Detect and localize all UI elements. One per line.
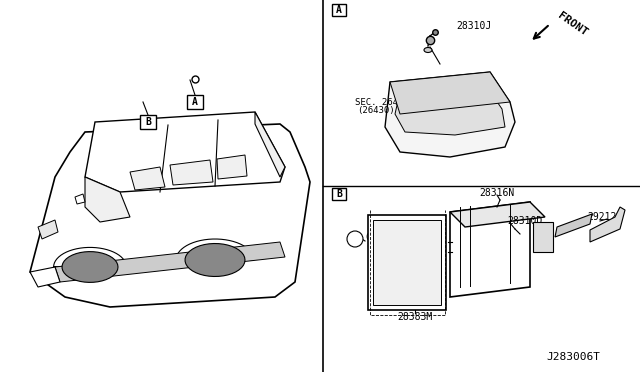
Polygon shape [30,267,60,287]
Polygon shape [176,239,254,260]
Text: 28383M: 28383M [397,312,433,322]
Polygon shape [38,220,58,239]
Polygon shape [217,155,247,179]
Polygon shape [85,177,130,222]
Polygon shape [30,124,310,307]
Polygon shape [255,112,285,177]
Text: SEC. 264: SEC. 264 [355,97,398,106]
Text: FRONT: FRONT [556,10,589,38]
Polygon shape [450,202,530,297]
Text: 28310J: 28310J [456,21,492,31]
Bar [533,222,553,252]
Text: A: A [192,97,198,107]
Text: B: B [336,189,342,199]
Polygon shape [85,112,285,192]
Polygon shape [62,251,118,282]
Polygon shape [130,167,165,190]
Text: J283006T: J283006T [546,352,600,362]
Polygon shape [185,244,245,276]
Text: (26430): (26430) [357,106,395,115]
Bar [373,220,441,305]
Bar [332,4,346,16]
Text: A: A [336,5,342,15]
Polygon shape [54,247,127,267]
Polygon shape [55,242,285,282]
Text: S: S [353,234,358,244]
Bar [187,95,203,109]
Polygon shape [385,72,515,157]
Polygon shape [75,194,85,204]
Text: 28316N: 28316N [479,188,515,198]
Polygon shape [390,72,510,114]
Bar [140,115,156,129]
Bar [368,215,446,310]
Text: 08360-51023: 08360-51023 [365,232,424,241]
Polygon shape [450,202,545,227]
Polygon shape [395,84,505,135]
Circle shape [347,231,363,247]
Bar [332,188,346,200]
Text: 28310D: 28310D [507,216,542,226]
Text: 29212: 29212 [588,212,617,222]
Polygon shape [170,160,213,185]
Text: B: B [145,117,151,127]
Ellipse shape [424,48,432,52]
Polygon shape [590,207,625,242]
Text: (4): (4) [365,241,381,250]
Polygon shape [555,214,592,237]
